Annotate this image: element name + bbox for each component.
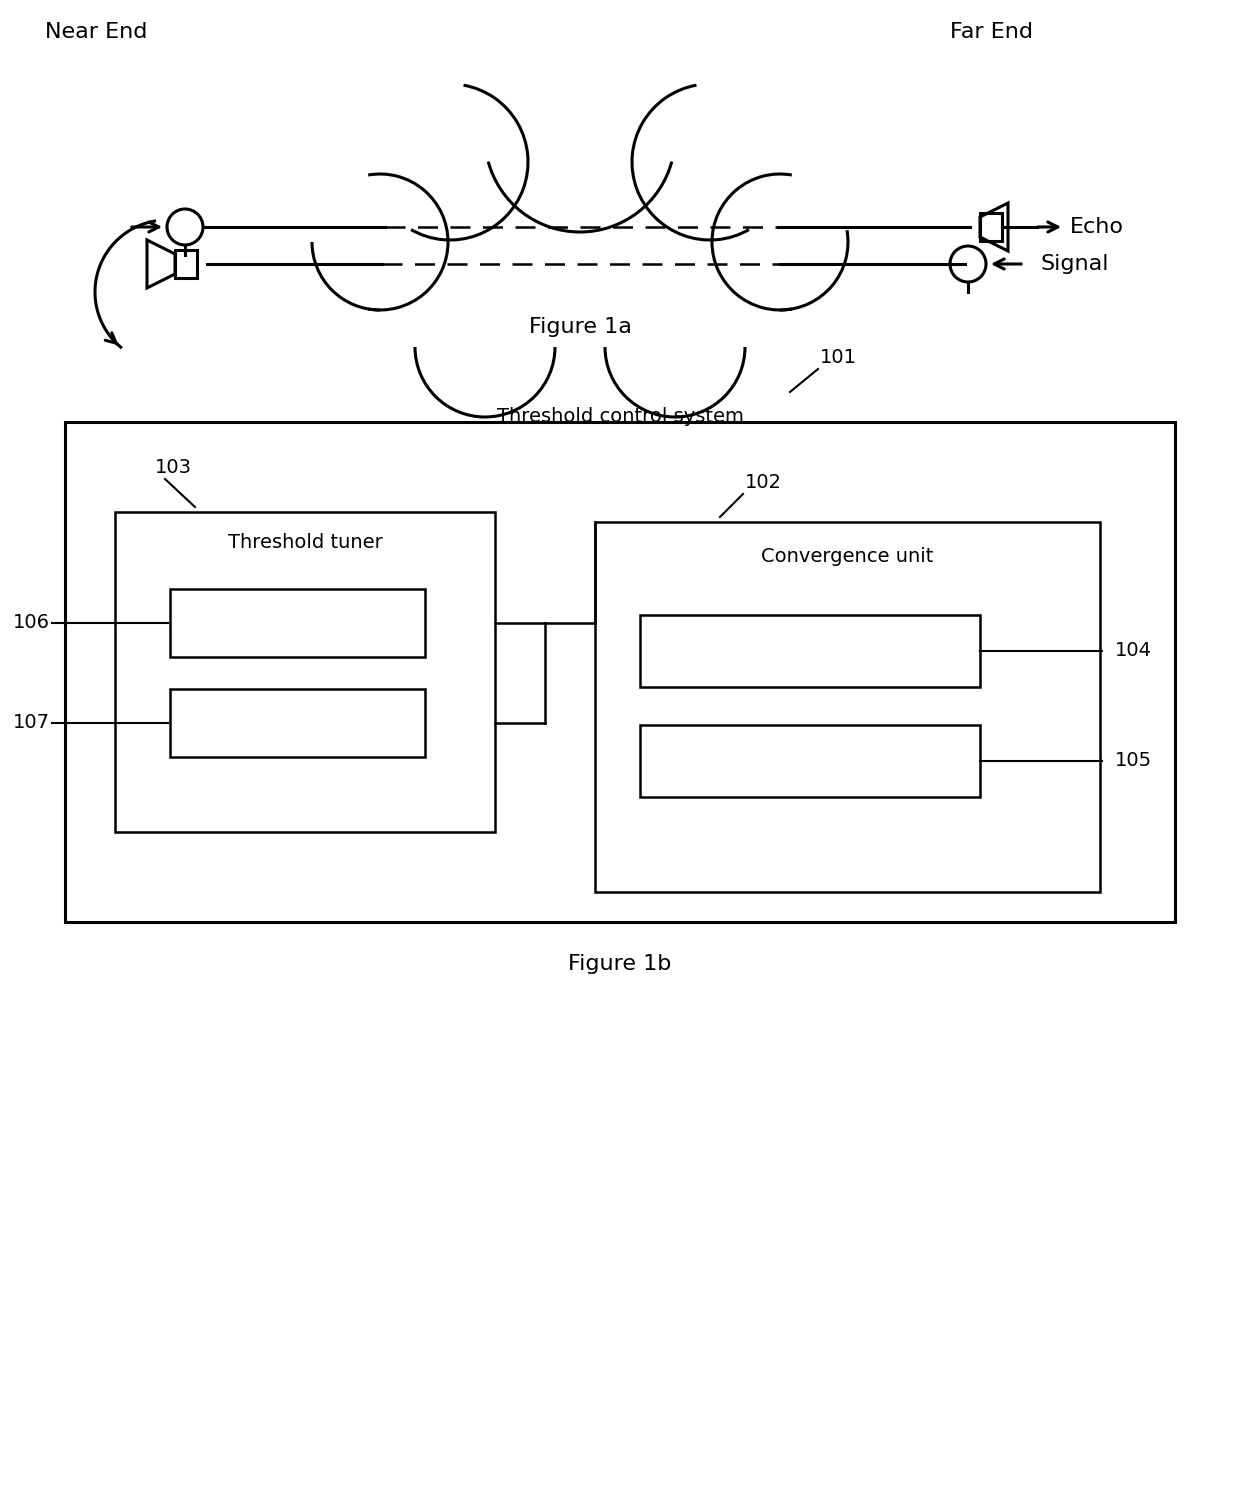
Bar <box>170 590 425 658</box>
Bar <box>64 422 1176 922</box>
Circle shape <box>605 277 745 417</box>
Text: Figure 1b: Figure 1b <box>568 954 672 974</box>
Circle shape <box>312 174 448 310</box>
Circle shape <box>712 174 848 310</box>
Text: 107: 107 <box>12 714 50 732</box>
Circle shape <box>415 277 556 417</box>
Text: 104: 104 <box>1115 641 1152 661</box>
Bar <box>115 513 495 832</box>
Ellipse shape <box>340 101 820 402</box>
Text: Threshold tuner: Threshold tuner <box>228 532 382 552</box>
Bar <box>170 689 425 758</box>
Text: 106: 106 <box>12 614 50 632</box>
Text: Echo: Echo <box>1070 218 1123 237</box>
Text: Convergence unit: Convergence unit <box>761 547 934 567</box>
Bar <box>640 615 980 686</box>
Text: Figure 1a: Figure 1a <box>528 318 631 337</box>
Text: Signal: Signal <box>1042 254 1110 274</box>
Text: Threshold control system: Threshold control system <box>496 408 744 426</box>
Circle shape <box>485 42 675 231</box>
Bar <box>595 522 1100 892</box>
Text: 105: 105 <box>1115 751 1152 771</box>
Text: 101: 101 <box>820 348 857 367</box>
Bar <box>175 249 197 278</box>
Circle shape <box>632 85 787 240</box>
Text: Near End: Near End <box>45 23 148 42</box>
Text: Far End: Far End <box>950 23 1033 42</box>
Circle shape <box>372 85 528 240</box>
Bar <box>640 724 980 797</box>
Bar <box>980 213 1002 240</box>
Text: 103: 103 <box>155 458 192 476</box>
Text: 102: 102 <box>745 473 782 491</box>
